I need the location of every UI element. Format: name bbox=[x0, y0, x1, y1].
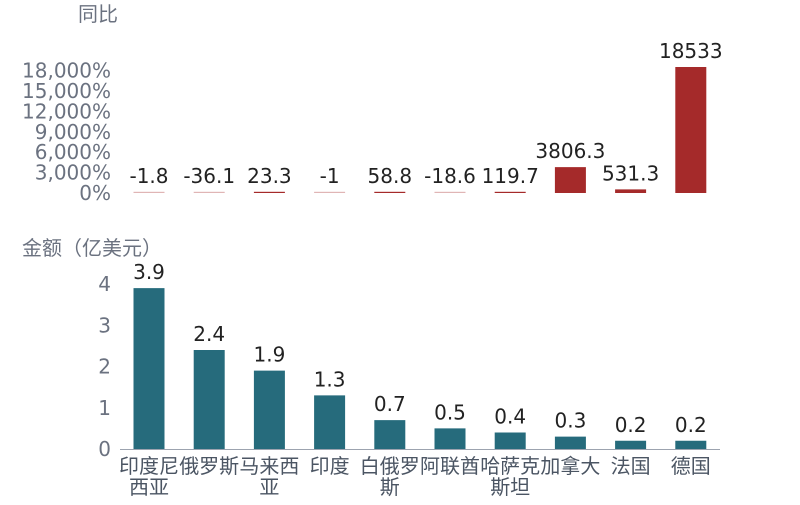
amount-value-label: 1.3 bbox=[314, 367, 346, 391]
yoy-bar bbox=[374, 191, 406, 193]
yoy-y-axis: 0%3,000%6,000%9,000%12,000%15,000%18,000… bbox=[22, 59, 111, 205]
amount-y-axis: 0 1 2 3 4 bbox=[98, 272, 111, 461]
amount-y-tick-label: 1 bbox=[98, 396, 111, 420]
amount-value-label: 0.2 bbox=[675, 413, 707, 437]
yoy-bar bbox=[314, 191, 346, 193]
amount-value-label: 3.9 bbox=[133, 260, 165, 284]
amount-panel: 金额（亿美元） 0 1 2 3 4 3.9 2.4 1.9 1.3 0.7 0.5 0.4 0.3 0.… bbox=[22, 236, 720, 499]
yoy-bar bbox=[615, 189, 647, 193]
x-category-label: 斯 bbox=[380, 475, 400, 499]
yoy-y-tick-label: 18,000% bbox=[22, 59, 111, 83]
amount-value-label: 0.5 bbox=[434, 400, 466, 424]
yoy-y-tick-label: 12,000% bbox=[22, 99, 111, 123]
amount-value-labels: 3.9 2.4 1.9 1.3 0.7 0.5 0.4 0.3 0.2 0.2 bbox=[133, 260, 707, 437]
yoy-y-tick-label: 6,000% bbox=[35, 140, 111, 164]
amount-bar bbox=[494, 432, 526, 449]
amount-y-tick-label: 2 bbox=[98, 355, 111, 379]
amount-value-label: 0.7 bbox=[374, 392, 406, 416]
yoy-y-tick-label: 9,000% bbox=[35, 120, 111, 144]
amount-value-label: 1.9 bbox=[253, 343, 285, 367]
x-category-label: 德国 bbox=[671, 454, 711, 478]
yoy-bar bbox=[133, 191, 165, 193]
yoy-bar bbox=[253, 191, 285, 193]
x-category-label: 亚 bbox=[259, 475, 279, 499]
x-category-label: 白俄罗 bbox=[360, 454, 420, 478]
yoy-panel: 同比 0%3,000%6,000%9,000%12,000%15,000%18,… bbox=[22, 2, 723, 205]
x-category-label: 俄罗斯 bbox=[179, 454, 239, 478]
amount-bar bbox=[615, 440, 647, 449]
amount-y-tick-label: 4 bbox=[98, 272, 111, 296]
x-category-label: 印度尼 bbox=[119, 454, 179, 478]
yoy-value-label: -18.6 bbox=[424, 164, 476, 188]
amount-value-label: 2.4 bbox=[193, 322, 225, 346]
amount-bars bbox=[133, 288, 707, 449]
x-category-label: 斯坦 bbox=[490, 475, 530, 499]
yoy-value-label: 58.8 bbox=[368, 164, 413, 188]
yoy-panel-title: 同比 bbox=[78, 2, 118, 26]
amount-bar bbox=[675, 440, 707, 449]
amount-bar bbox=[554, 436, 586, 449]
amount-bar bbox=[314, 395, 346, 449]
x-category-label: 阿联酋 bbox=[420, 454, 480, 478]
amount-bar bbox=[193, 350, 225, 449]
amount-bar bbox=[374, 420, 406, 449]
amount-value-label: 0.3 bbox=[554, 409, 586, 433]
yoy-bar bbox=[494, 191, 526, 193]
yoy-value-label: 119.7 bbox=[482, 164, 539, 188]
yoy-bar bbox=[554, 167, 586, 193]
x-category-label: 哈萨克 bbox=[480, 454, 540, 478]
yoy-y-tick-label: 0% bbox=[79, 181, 111, 205]
yoy-value-labels: -1.8 -36.1 23.3 -1 58.8 -18.6 119.73806.3531.3… bbox=[129, 39, 722, 188]
yoy-bars bbox=[133, 67, 707, 193]
x-category-label: 马来西 bbox=[239, 454, 299, 478]
x-category-label: 印度 bbox=[310, 454, 350, 478]
amount-bar bbox=[434, 428, 466, 449]
amount-panel-title: 金额（亿美元） bbox=[22, 236, 162, 260]
x-category-label: 法国 bbox=[611, 454, 651, 478]
yoy-y-tick-label: 3,000% bbox=[35, 161, 111, 185]
amount-value-label: 0.4 bbox=[494, 405, 526, 429]
yoy-y-tick-label: 15,000% bbox=[22, 79, 111, 103]
amount-y-tick-label: 0 bbox=[98, 437, 111, 461]
yoy-value-label: 3806.3 bbox=[535, 139, 605, 163]
yoy-value-label: -1.8 bbox=[129, 164, 168, 188]
yoy-value-label: 23.3 bbox=[247, 164, 292, 188]
yoy-value-label: 531.3 bbox=[602, 161, 659, 185]
yoy-bar bbox=[434, 191, 466, 193]
yoy-bar bbox=[193, 191, 225, 193]
yoy-value-label: -1 bbox=[320, 164, 340, 188]
amount-y-tick-label: 3 bbox=[98, 313, 111, 337]
yoy-value-label: -36.1 bbox=[183, 164, 235, 188]
amount-value-label: 0.2 bbox=[615, 413, 647, 437]
x-category-label: 西亚 bbox=[129, 475, 169, 499]
yoy-bar bbox=[675, 67, 707, 193]
x-category-label: 加拿大 bbox=[540, 454, 600, 478]
yoy-value-label: 18533 bbox=[659, 39, 723, 63]
amount-bar bbox=[133, 288, 165, 449]
amount-bar bbox=[253, 370, 285, 449]
